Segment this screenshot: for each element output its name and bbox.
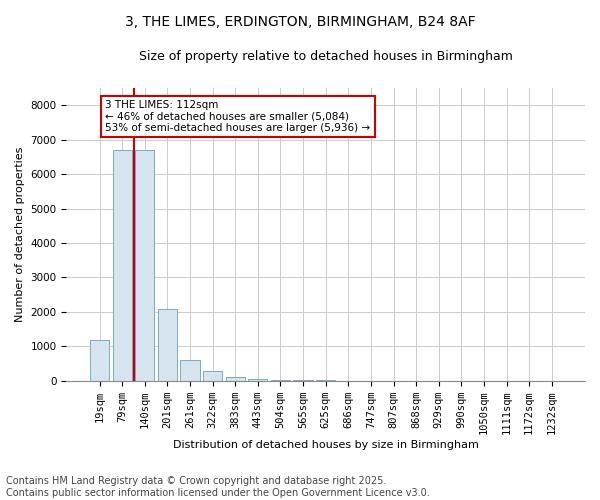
Text: 3, THE LIMES, ERDINGTON, BIRMINGHAM, B24 8AF: 3, THE LIMES, ERDINGTON, BIRMINGHAM, B24…	[125, 15, 475, 29]
Bar	[271, 380, 290, 381]
X-axis label: Distribution of detached houses by size in Birmingham: Distribution of detached houses by size …	[173, 440, 479, 450]
Bar	[226, 377, 245, 381]
Bar	[248, 379, 268, 381]
Bar	[113, 150, 132, 381]
Bar	[90, 340, 109, 381]
Title: Size of property relative to detached houses in Birmingham: Size of property relative to detached ho…	[139, 50, 512, 63]
Text: Contains HM Land Registry data © Crown copyright and database right 2025.
Contai: Contains HM Land Registry data © Crown c…	[6, 476, 430, 498]
Bar	[203, 370, 222, 381]
Bar	[293, 380, 313, 381]
Text: 3 THE LIMES: 112sqm
← 46% of detached houses are smaller (5,084)
53% of semi-det: 3 THE LIMES: 112sqm ← 46% of detached ho…	[105, 100, 370, 133]
Bar	[158, 308, 177, 381]
Bar	[316, 380, 335, 381]
Y-axis label: Number of detached properties: Number of detached properties	[15, 146, 25, 322]
Bar	[181, 360, 200, 381]
Bar	[135, 150, 154, 381]
